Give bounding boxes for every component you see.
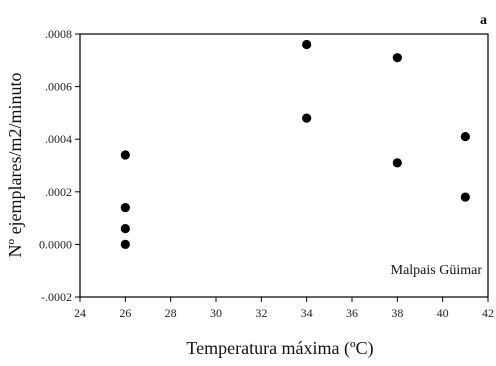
x-axis-title: Temperatura máxima (ºC) — [186, 338, 373, 359]
y-axis-title: Nº ejemplares/m2/minuto — [5, 72, 25, 257]
y-axis: .0008 .0006 .0004 .0002 0.0000 -.0002 — [39, 27, 80, 304]
data-point — [460, 131, 470, 142]
x-tick-label: 30 — [210, 306, 222, 320]
panel-label: a — [480, 13, 487, 28]
x-tick-label: 38 — [391, 306, 403, 320]
x-tick-label: 36 — [346, 306, 358, 320]
y-tick-label: -.0002 — [41, 290, 72, 304]
y-tick-label: .0004 — [45, 132, 72, 146]
x-tick-label: 40 — [437, 306, 449, 320]
data-point — [460, 192, 470, 202]
plot-frame — [79, 33, 489, 298]
data-point — [120, 150, 130, 160]
x-tick-label: 32 — [255, 306, 267, 320]
data-point — [392, 53, 402, 63]
data-point — [392, 158, 402, 168]
y-tick-label: .0002 — [45, 185, 72, 199]
data-point — [302, 113, 312, 123]
x-axis: 24 26 28 30 32 34 36 38 40 42 — [74, 297, 494, 320]
annotation-label: Malpais Güimar — [391, 263, 483, 278]
y-tick-label: 0.0000 — [39, 237, 72, 251]
y-tick-label: .0006 — [45, 80, 72, 94]
data-point — [120, 224, 130, 234]
x-tick-label: 34 — [301, 306, 313, 320]
y-tick-label: .0008 — [45, 27, 72, 41]
x-tick-label: 24 — [74, 306, 86, 320]
data-points — [120, 39, 470, 249]
x-tick-label: 28 — [165, 306, 177, 320]
data-point — [120, 239, 130, 249]
data-point — [302, 39, 312, 50]
data-point — [120, 202, 130, 213]
x-tick-label: 42 — [482, 306, 494, 320]
x-tick-label: 26 — [119, 306, 131, 320]
